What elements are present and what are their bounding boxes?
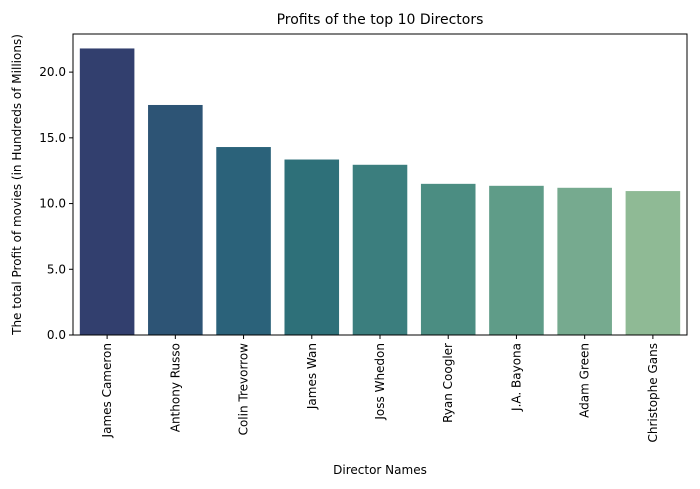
chart-title: Profits of the top 10 Directors xyxy=(277,12,484,28)
x-tick-label: Anthony Russo xyxy=(168,343,182,432)
x-tick-label: J.A. Bayona xyxy=(509,343,523,412)
x-tick-label: Adam Green xyxy=(578,343,592,418)
x-tick-label: James Wan xyxy=(305,343,319,410)
bar-j-a-bayona xyxy=(489,185,544,335)
bar-anthony-russo xyxy=(148,104,203,335)
bar-james-cameron xyxy=(79,48,135,335)
y-tick-label: 5.0 xyxy=(47,262,66,276)
y-axis-ticks: 0.0 5.0 10.0 15.0 20.0 xyxy=(39,65,73,342)
x-tick-label: Colin Trevorrow xyxy=(237,343,251,436)
y-tick-label: 15.0 xyxy=(39,131,66,145)
bar-adam-green xyxy=(557,187,612,335)
x-tick-label: Joss Whedon xyxy=(373,343,387,421)
bar-ryan-coogler xyxy=(420,183,476,335)
plot-frame xyxy=(72,33,688,336)
bar-christophe-gans xyxy=(625,191,681,335)
bar-joss-whedon xyxy=(352,164,408,335)
x-tick-label: Christophe Gans xyxy=(646,343,660,442)
x-axis-label: Director Names xyxy=(333,463,427,477)
y-tick-label: 10.0 xyxy=(39,197,66,211)
bars-group xyxy=(79,48,681,335)
bar-james-wan xyxy=(284,159,340,335)
x-axis-ticks: James Cameron Anthony Russo Colin Trevorro… xyxy=(100,335,660,442)
x-tick-label: Ryan Coogler xyxy=(441,343,455,423)
x-tick-label: James Cameron xyxy=(100,343,114,438)
y-tick-label: 20.0 xyxy=(39,65,66,79)
bar-colin-trevorrow xyxy=(216,147,271,335)
y-tick-label: 0.0 xyxy=(47,328,66,342)
y-axis-label: The total Profit of movies (in Hundreds … xyxy=(10,34,24,336)
